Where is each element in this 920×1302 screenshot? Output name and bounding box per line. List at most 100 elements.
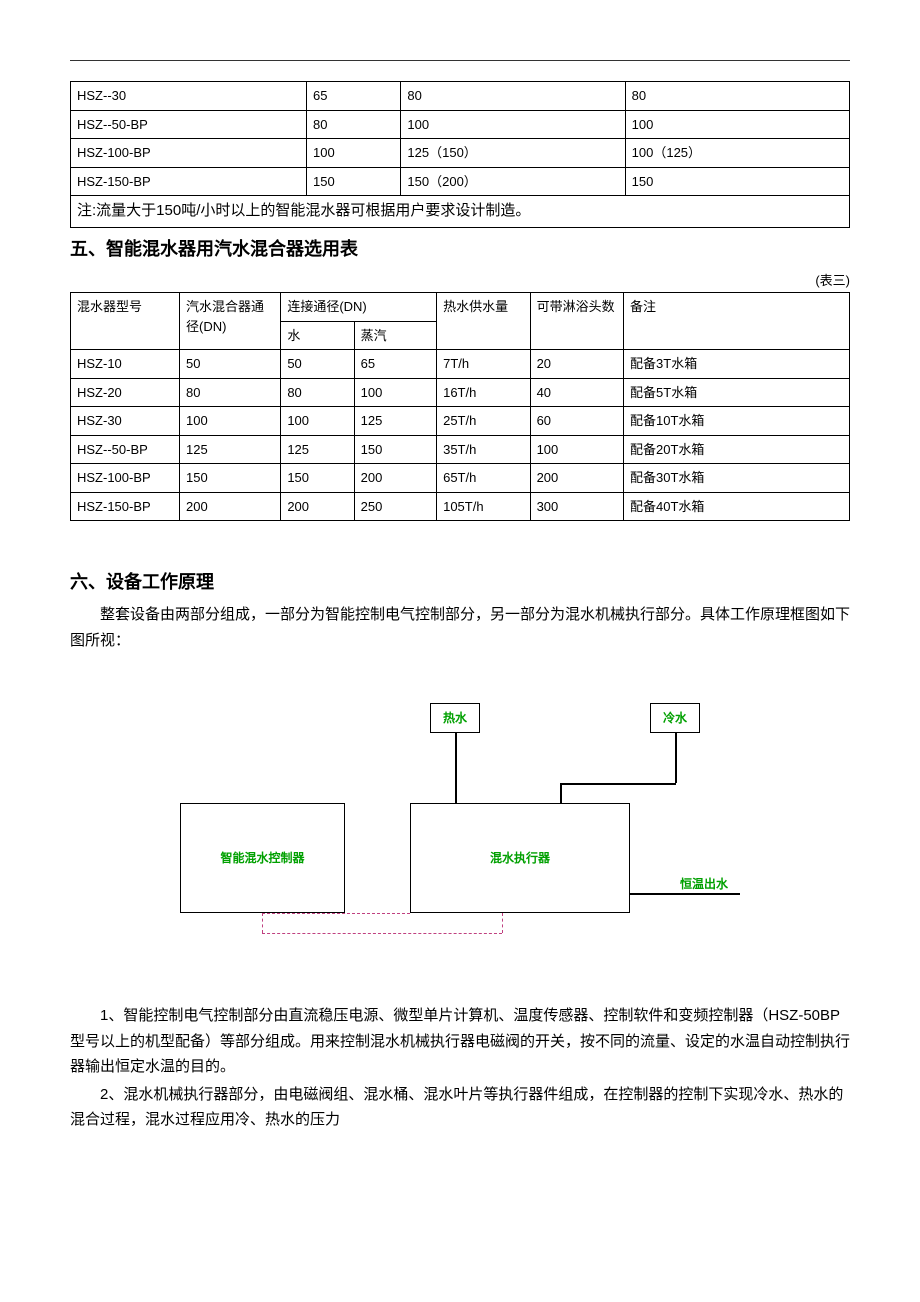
cell: 60	[530, 407, 623, 436]
cell: HSZ-20	[71, 378, 180, 407]
cell: 配备30T水箱	[624, 464, 850, 493]
line-output	[630, 893, 740, 895]
para-6-intro: 整套设备由两部分组成，一部分为智能控制电气控制部分，另一部分为混水机械执行部分。…	[70, 602, 850, 653]
heading-section-5: 五、智能混水器用汽水混合器选用表	[70, 236, 850, 263]
col-model: 混水器型号	[71, 293, 180, 350]
cell: HSZ--30	[71, 82, 307, 111]
table-row: HSZ--50-BP 125 125 150 35T/h 100 配备20T水箱	[71, 435, 850, 464]
cell: 配备20T水箱	[624, 435, 850, 464]
cell: 200	[530, 464, 623, 493]
label-controller: 智能混水控制器	[220, 849, 304, 867]
col-hotwater: 热水供水量	[437, 293, 530, 350]
box-hot-water: 热水	[430, 703, 480, 733]
cell: 配备40T水箱	[624, 492, 850, 521]
cell: 150	[354, 435, 436, 464]
cell: 150	[180, 464, 281, 493]
cell: 配备3T水箱	[624, 350, 850, 379]
cell: 125	[180, 435, 281, 464]
cell: 150	[306, 167, 400, 196]
cell: 200	[354, 464, 436, 493]
cell: 65	[306, 82, 400, 111]
cell: HSZ-100-BP	[71, 139, 307, 168]
cell: 100	[625, 110, 849, 139]
table3-head: 混水器型号 汽水混合器通径(DN) 连接通径(DN) 热水供水量 可带淋浴头数 …	[71, 293, 850, 350]
table-header-row: 混水器型号 汽水混合器通径(DN) 连接通径(DN) 热水供水量 可带淋浴头数 …	[71, 293, 850, 322]
col-shower-heads: 可带淋浴头数	[530, 293, 623, 350]
box-executor: 混水执行器	[410, 803, 630, 913]
table-row: HSZ-20 80 80 100 16T/h 40 配备5T水箱	[71, 378, 850, 407]
table-row: HSZ-150-BP 200 200 250 105T/h 300 配备40T水…	[71, 492, 850, 521]
cell: 125	[354, 407, 436, 436]
label-cold-water: 冷水	[663, 709, 687, 727]
cell: 20	[530, 350, 623, 379]
table-row: HSZ-30 100 100 125 25T/h 60 配备10T水箱	[71, 407, 850, 436]
cell: 7T/h	[437, 350, 530, 379]
cell: 150	[281, 464, 354, 493]
cell: 80	[306, 110, 400, 139]
line-hot-down	[455, 733, 457, 803]
table1-body: HSZ--30 65 80 80 HSZ--50-BP 80 100 100 H…	[71, 82, 850, 228]
line-dashed-bottom	[262, 933, 502, 934]
cell: 200	[180, 492, 281, 521]
para-6-item-2: 2、混水机械执行器部分，由电磁阀组、混水桶、混水叶片等执行器件组成，在控制器的控…	[70, 1082, 850, 1133]
col-connect-dn: 连接通径(DN)	[281, 293, 437, 322]
table-row: HSZ--50-BP 80 100 100	[71, 110, 850, 139]
cell: HSZ-30	[71, 407, 180, 436]
col-water: 水	[281, 321, 354, 350]
cell: 150（200）	[401, 167, 625, 196]
cell: 40	[530, 378, 623, 407]
line-dashed-down	[262, 913, 263, 933]
para-6-item-1: 1、智能控制电气控制部分由直流稳压电源、微型单片计算机、温度传感器、控制软件和变…	[70, 1003, 850, 1080]
cell: 65	[354, 350, 436, 379]
cell: HSZ-150-BP	[71, 167, 307, 196]
cell: 25T/h	[437, 407, 530, 436]
cell: 100	[281, 407, 354, 436]
col-steam: 蒸汽	[354, 321, 436, 350]
cell: 100	[530, 435, 623, 464]
table-mixer-specs-partial: HSZ--30 65 80 80 HSZ--50-BP 80 100 100 H…	[70, 81, 850, 228]
cell: HSZ--50-BP	[71, 110, 307, 139]
table3-body: HSZ-10 50 50 65 7T/h 20 配备3T水箱 HSZ-20 80…	[71, 350, 850, 521]
label-executor: 混水执行器	[490, 849, 550, 867]
cell: 16T/h	[437, 378, 530, 407]
line-dashed-link-bottom	[262, 913, 410, 914]
cell: HSZ--50-BP	[71, 435, 180, 464]
cell: 配备10T水箱	[624, 407, 850, 436]
cell: HSZ-100-BP	[71, 464, 180, 493]
cell: 100	[354, 378, 436, 407]
cell: 150	[625, 167, 849, 196]
table-note: 注:流量大于150吨/小时以上的智能混水器可根据用户要求设计制造。	[71, 196, 850, 228]
heading-section-6: 六、设备工作原理	[70, 569, 850, 596]
cell: 50	[180, 350, 281, 379]
cell: 300	[530, 492, 623, 521]
table-row: HSZ-100-BP 100 125（150） 100（125）	[71, 139, 850, 168]
col-mixer-dn: 汽水混合器通径(DN)	[180, 293, 281, 350]
cell: HSZ-10	[71, 350, 180, 379]
line-cold-down-1	[675, 733, 677, 783]
cell: 100	[401, 110, 625, 139]
table3-label: (表三)	[70, 271, 850, 291]
cell: 100（125）	[625, 139, 849, 168]
horizontal-rule	[70, 60, 850, 61]
cell: 50	[281, 350, 354, 379]
col-remark: 备注	[624, 293, 850, 350]
line-cold-down-2	[560, 783, 562, 803]
cell: 80	[180, 378, 281, 407]
cell: 65T/h	[437, 464, 530, 493]
cell: 100	[180, 407, 281, 436]
cell: 配备5T水箱	[624, 378, 850, 407]
label-output: 恒温出水	[680, 875, 728, 893]
cell: 100	[306, 139, 400, 168]
table-row: HSZ-150-BP 150 150（200） 150	[71, 167, 850, 196]
table-row: HSZ--30 65 80 80	[71, 82, 850, 111]
cell: 125	[281, 435, 354, 464]
label-hot-water: 热水	[443, 709, 467, 727]
cell: 80	[401, 82, 625, 111]
cell: 125（150）	[401, 139, 625, 168]
cell: HSZ-150-BP	[71, 492, 180, 521]
box-cold-water: 冷水	[650, 703, 700, 733]
cell: 35T/h	[437, 435, 530, 464]
line-dashed-up	[502, 913, 503, 933]
principle-block-diagram: 热水 冷水 智能混水控制器 混水执行器 恒温出水	[180, 703, 740, 963]
table-row: HSZ-100-BP 150 150 200 65T/h 200 配备30T水箱	[71, 464, 850, 493]
